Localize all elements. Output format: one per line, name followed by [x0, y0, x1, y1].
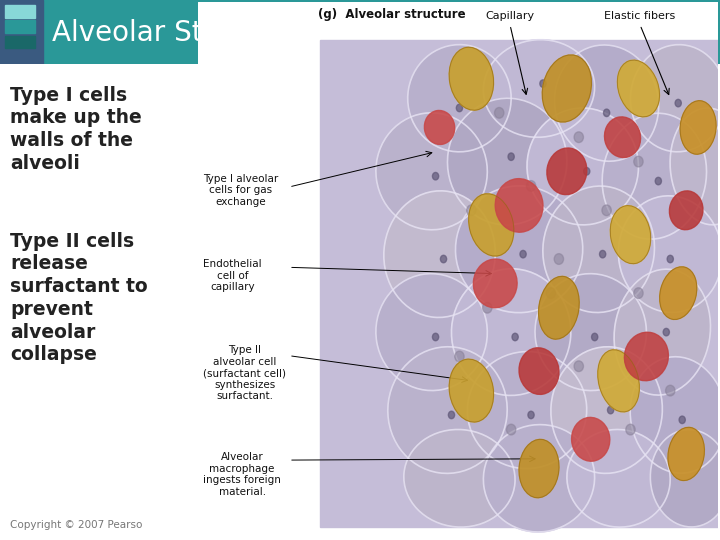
Ellipse shape — [603, 109, 610, 117]
Ellipse shape — [467, 205, 476, 215]
Ellipse shape — [449, 359, 494, 422]
Ellipse shape — [526, 180, 536, 191]
Ellipse shape — [469, 194, 514, 256]
Text: Type I alveolar
cells for gas
exchange: Type I alveolar cells for gas exchange — [203, 174, 279, 207]
Ellipse shape — [512, 333, 518, 341]
Ellipse shape — [542, 55, 591, 122]
Ellipse shape — [384, 191, 495, 318]
Ellipse shape — [650, 430, 720, 527]
Ellipse shape — [605, 117, 641, 158]
Ellipse shape — [668, 427, 704, 481]
Ellipse shape — [528, 411, 534, 418]
Ellipse shape — [660, 267, 697, 320]
Ellipse shape — [667, 255, 673, 263]
Ellipse shape — [624, 332, 668, 381]
Ellipse shape — [456, 104, 462, 112]
Ellipse shape — [543, 186, 654, 313]
Ellipse shape — [574, 361, 583, 372]
Ellipse shape — [441, 255, 446, 263]
Ellipse shape — [618, 196, 720, 313]
Ellipse shape — [451, 269, 571, 395]
Ellipse shape — [546, 288, 556, 299]
Ellipse shape — [520, 251, 526, 258]
Ellipse shape — [679, 416, 685, 423]
Ellipse shape — [567, 429, 670, 527]
Text: Type I cells
make up the
walls of the
alveoli: Type I cells make up the walls of the al… — [10, 86, 142, 173]
Ellipse shape — [482, 302, 492, 313]
Ellipse shape — [455, 351, 464, 362]
Ellipse shape — [631, 45, 720, 152]
Ellipse shape — [665, 385, 675, 396]
Ellipse shape — [404, 429, 515, 527]
Ellipse shape — [535, 274, 647, 390]
Ellipse shape — [554, 254, 564, 265]
Ellipse shape — [547, 148, 587, 194]
Text: Type II
alveolar cell
(surfactant cell)
synthesizes
surfactant.: Type II alveolar cell (surfactant cell) … — [203, 345, 287, 401]
Text: Endothelial
cell of
capillary: Endothelial cell of capillary — [203, 259, 262, 293]
Ellipse shape — [456, 186, 582, 313]
Ellipse shape — [467, 352, 587, 469]
Ellipse shape — [608, 406, 613, 414]
Ellipse shape — [519, 348, 559, 394]
Ellipse shape — [540, 80, 546, 87]
Ellipse shape — [447, 98, 567, 225]
Ellipse shape — [592, 333, 598, 341]
Ellipse shape — [584, 167, 590, 175]
Ellipse shape — [527, 108, 639, 225]
Ellipse shape — [602, 205, 611, 215]
Ellipse shape — [655, 177, 662, 185]
Ellipse shape — [433, 333, 438, 341]
Ellipse shape — [519, 440, 559, 498]
Ellipse shape — [617, 60, 660, 117]
Text: Copyright © 2007 Pearso: Copyright © 2007 Pearso — [10, 520, 143, 530]
Ellipse shape — [572, 417, 610, 461]
Ellipse shape — [376, 274, 487, 390]
Ellipse shape — [449, 48, 494, 110]
Ellipse shape — [670, 108, 720, 225]
Ellipse shape — [433, 172, 438, 180]
Ellipse shape — [376, 113, 487, 230]
Ellipse shape — [663, 328, 670, 336]
Ellipse shape — [495, 179, 543, 232]
Ellipse shape — [554, 45, 659, 161]
Text: (g)  Alveolar structure: (g) Alveolar structure — [318, 8, 465, 21]
Ellipse shape — [449, 411, 454, 418]
Text: Elastic fibers: Elastic fibers — [604, 11, 675, 21]
Ellipse shape — [634, 156, 643, 167]
Ellipse shape — [675, 99, 681, 107]
Ellipse shape — [680, 101, 716, 154]
Bar — [5, 5, 35, 18]
Ellipse shape — [598, 350, 639, 412]
Ellipse shape — [483, 424, 595, 532]
Ellipse shape — [424, 111, 455, 145]
Ellipse shape — [495, 107, 504, 118]
Ellipse shape — [408, 45, 511, 152]
Ellipse shape — [388, 347, 507, 474]
Ellipse shape — [574, 132, 583, 143]
Bar — [5, 36, 35, 49]
Ellipse shape — [539, 276, 579, 339]
Text: Alveolar
macrophage
ingests foreign
material.: Alveolar macrophage ingests foreign mate… — [203, 452, 281, 497]
Bar — [320, 40, 718, 527]
Ellipse shape — [551, 347, 662, 474]
Ellipse shape — [626, 424, 635, 435]
Bar — [0, 0, 43, 64]
Text: Type II cells
release
surfactant to
prevent
alveolar
collapse: Type II cells release surfactant to prev… — [10, 232, 148, 364]
Ellipse shape — [614, 269, 711, 395]
Ellipse shape — [600, 251, 606, 258]
Ellipse shape — [634, 288, 643, 299]
Ellipse shape — [508, 153, 514, 160]
Text: Capillary: Capillary — [485, 11, 534, 21]
Ellipse shape — [670, 191, 703, 229]
Bar — [5, 21, 35, 33]
Ellipse shape — [506, 424, 516, 435]
Ellipse shape — [611, 206, 651, 264]
Ellipse shape — [483, 39, 595, 137]
Ellipse shape — [602, 113, 706, 239]
Text: Alveolar Structure: Alveolar Structure — [52, 19, 303, 47]
Ellipse shape — [630, 357, 720, 473]
Ellipse shape — [473, 259, 517, 308]
